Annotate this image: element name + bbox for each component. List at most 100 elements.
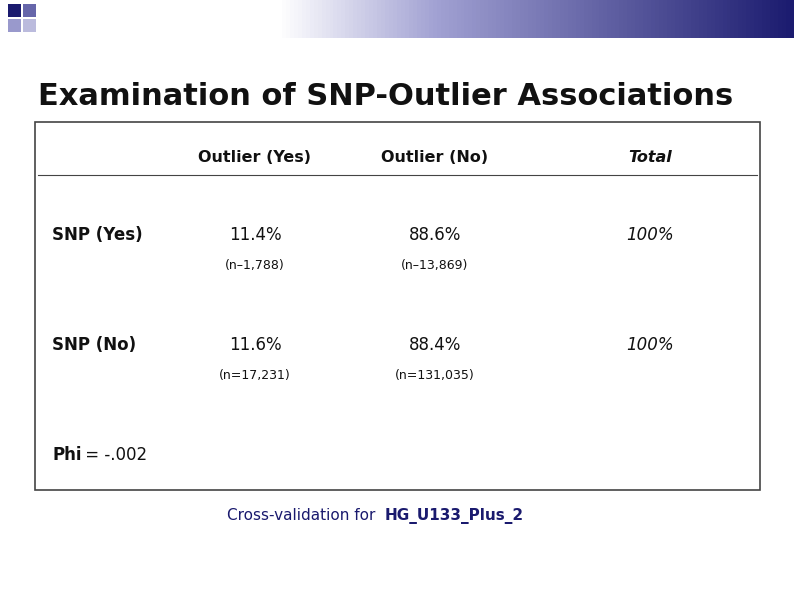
Bar: [8, 0, 12, 38]
Bar: [111, 0, 115, 38]
Bar: [230, 0, 234, 38]
Bar: [318, 0, 322, 38]
Bar: [425, 0, 429, 38]
Bar: [373, 0, 377, 38]
Bar: [655, 0, 659, 38]
Bar: [500, 0, 504, 38]
Bar: [282, 0, 286, 38]
Bar: [607, 0, 611, 38]
Bar: [643, 0, 647, 38]
Bar: [270, 0, 274, 38]
Bar: [596, 0, 599, 38]
Bar: [298, 0, 302, 38]
Bar: [234, 0, 238, 38]
Bar: [433, 0, 437, 38]
Bar: [766, 0, 770, 38]
Bar: [603, 0, 607, 38]
Bar: [504, 0, 508, 38]
Bar: [580, 0, 584, 38]
Bar: [147, 0, 151, 38]
Bar: [71, 0, 75, 38]
Bar: [258, 0, 262, 38]
Bar: [365, 0, 369, 38]
Bar: [536, 0, 540, 38]
Bar: [75, 0, 79, 38]
Bar: [782, 0, 786, 38]
Bar: [778, 0, 782, 38]
Bar: [115, 0, 119, 38]
Bar: [667, 0, 671, 38]
Bar: [214, 0, 218, 38]
Bar: [333, 0, 337, 38]
Bar: [742, 0, 746, 38]
Bar: [159, 0, 163, 38]
Bar: [762, 0, 766, 38]
Text: (n=17,231): (n=17,231): [219, 368, 291, 381]
Bar: [123, 0, 127, 38]
Bar: [198, 0, 202, 38]
Text: HG_U133_Plus_2: HG_U133_Plus_2: [385, 508, 524, 524]
Bar: [496, 0, 500, 38]
Bar: [35, 122, 760, 490]
Bar: [167, 0, 171, 38]
Bar: [389, 0, 393, 38]
Bar: [746, 0, 750, 38]
Bar: [750, 0, 754, 38]
Bar: [286, 0, 290, 38]
Bar: [488, 0, 492, 38]
Bar: [238, 0, 242, 38]
Bar: [592, 0, 596, 38]
Bar: [143, 0, 147, 38]
Bar: [262, 0, 266, 38]
Bar: [556, 0, 560, 38]
Bar: [171, 0, 175, 38]
Bar: [330, 0, 333, 38]
Bar: [4, 0, 8, 38]
Bar: [12, 0, 16, 38]
Bar: [87, 0, 91, 38]
Bar: [790, 0, 794, 38]
Bar: [195, 0, 198, 38]
Bar: [52, 0, 56, 38]
Bar: [218, 0, 222, 38]
Bar: [730, 0, 734, 38]
Bar: [568, 0, 572, 38]
Bar: [393, 0, 397, 38]
Bar: [20, 0, 24, 38]
Text: (n=131,035): (n=131,035): [395, 368, 475, 381]
Bar: [548, 0, 552, 38]
Bar: [314, 0, 318, 38]
Bar: [107, 0, 111, 38]
Bar: [397, 0, 401, 38]
Bar: [770, 0, 774, 38]
Bar: [24, 0, 28, 38]
Bar: [278, 0, 282, 38]
Bar: [476, 0, 480, 38]
Text: = -.002: = -.002: [80, 446, 147, 464]
Bar: [139, 0, 143, 38]
Bar: [484, 0, 488, 38]
Text: Examination of SNP-Outlier Associations: Examination of SNP-Outlier Associations: [38, 82, 733, 111]
Bar: [699, 0, 703, 38]
Text: 100%: 100%: [626, 336, 674, 354]
Bar: [16, 0, 20, 38]
Bar: [560, 0, 564, 38]
Bar: [429, 0, 433, 38]
Text: Outlier (Yes): Outlier (Yes): [198, 151, 311, 165]
Bar: [453, 0, 457, 38]
Bar: [357, 0, 361, 38]
Bar: [127, 0, 131, 38]
Bar: [246, 0, 250, 38]
Bar: [0, 0, 4, 38]
Bar: [353, 0, 357, 38]
Bar: [79, 0, 83, 38]
Bar: [623, 0, 627, 38]
Bar: [341, 0, 345, 38]
Bar: [588, 0, 592, 38]
Bar: [67, 0, 71, 38]
Bar: [103, 0, 107, 38]
Bar: [758, 0, 762, 38]
Bar: [492, 0, 496, 38]
Bar: [599, 0, 603, 38]
Bar: [441, 0, 445, 38]
